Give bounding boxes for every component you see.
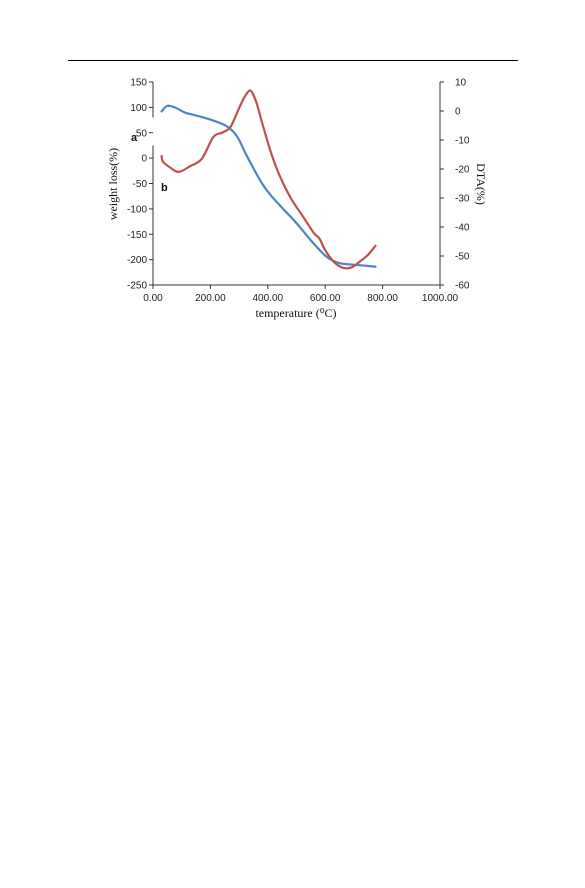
y-left-tick-label: 100 (130, 103, 147, 114)
labels-layer: temperature (⁰C) weight loss(%) DTA(%) a… (106, 132, 488, 320)
y-right-tick-label: -10 (455, 136, 470, 147)
y-right-tick-label: -60 (455, 281, 470, 292)
y-left-axis-title: weight loss(%) (106, 148, 120, 220)
chart-canvas: 0.00 200.00 400.00 600.00 800.00 1000.00 150 10… (105, 73, 488, 320)
label-b: b (161, 182, 168, 194)
y-right-tick-label: -50 (455, 252, 470, 263)
y-right-tick-label: 10 (455, 78, 467, 89)
x-tick-label: 800.00 (367, 293, 398, 304)
y-right-axis-title: DTA(%) (474, 163, 488, 205)
x-tick-label: 400.00 (253, 293, 284, 304)
y-left-tick-label: -150 (127, 230, 147, 241)
x-axis-title: temperature (⁰C) (255, 306, 336, 320)
y-left-tick-label: 0 (141, 154, 147, 165)
y-left-tick-label: -50 (133, 179, 148, 190)
y-left-tick-label: -250 (127, 281, 147, 292)
series-line-b (160, 89, 377, 270)
x-tick-label: 0.00 (143, 293, 163, 304)
series-line-a (160, 104, 377, 268)
y-left-tick-label: 150 (130, 78, 147, 89)
series-layer (160, 89, 377, 270)
y-left-tick-label: 50 (136, 128, 148, 139)
chart-background (105, 73, 483, 319)
y-right-tick-label: -30 (455, 194, 470, 205)
x-tick-label: 1000.00 (422, 293, 459, 304)
x-tick-label: 200.00 (195, 293, 226, 304)
y-left-tick-label: -100 (127, 204, 147, 215)
tga-dta-chart: 0.00 200.00 400.00 600.00 800.00 1000.00 150 10… (0, 0, 585, 340)
y-right-tick-label: -20 (455, 165, 470, 176)
label-a: a (131, 132, 138, 144)
y-right-tick-label: 0 (455, 107, 461, 118)
x-tick-label: 600.00 (310, 293, 341, 304)
top-rule (68, 60, 518, 61)
y-left-tick-label: -200 (127, 255, 147, 266)
axes-layer: 0.00 200.00 400.00 600.00 800.00 1000.00 150 10… (127, 78, 470, 305)
y-right-tick-label: -40 (455, 223, 470, 234)
